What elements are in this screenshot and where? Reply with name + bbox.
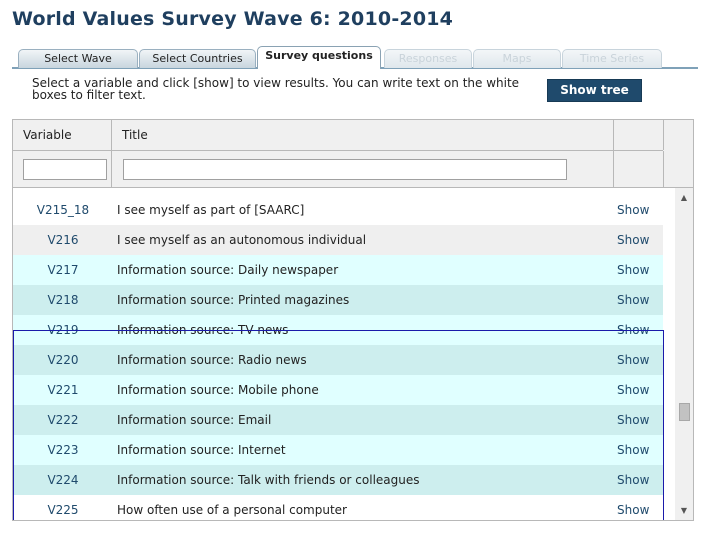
vertical-scrollbar[interactable]: ▲ ▼: [675, 188, 693, 521]
table-row[interactable]: V224 Information source: Talk with frien…: [13, 465, 663, 495]
title-filter-input[interactable]: [123, 159, 567, 180]
row-variable: V216: [13, 225, 113, 255]
show-link[interactable]: Show: [617, 465, 649, 495]
row-title: Information source: Email: [117, 405, 607, 435]
tab-bar: Select Wave Select Countries Survey ques…: [12, 46, 698, 68]
row-variable: V220: [13, 345, 113, 375]
row-variable: V219: [13, 315, 113, 345]
table-row[interactable]: V218 Information source: Printed magazin…: [13, 285, 663, 315]
row-title: I see myself as part of [SAARC]: [117, 195, 607, 225]
tab-maps: Maps: [473, 49, 561, 68]
row-title: I see myself as an autonomous individual: [117, 225, 607, 255]
tab-select-wave[interactable]: Select Wave: [18, 49, 138, 68]
row-title: How often use of a personal computer: [117, 495, 607, 521]
row-variable: V217: [13, 255, 113, 285]
show-link[interactable]: Show: [617, 255, 649, 285]
row-title: Information source: Radio news: [117, 345, 607, 375]
table-row[interactable]: V216 I see myself as an autonomous indiv…: [13, 225, 663, 255]
row-variable: V218: [13, 285, 113, 315]
grid-header: Variable Title: [13, 120, 693, 188]
show-link[interactable]: Show: [617, 225, 649, 255]
variables-grid: Variable Title V215_18 I see myself as p…: [12, 119, 694, 521]
row-title: Information source: Internet: [117, 435, 607, 465]
show-tree-button[interactable]: Show tree: [547, 79, 642, 102]
filter-cell-title: [112, 151, 614, 188]
show-link[interactable]: Show: [617, 405, 649, 435]
tab-survey-questions[interactable]: Survey questions: [257, 46, 381, 69]
scroll-thumb[interactable]: [679, 403, 690, 421]
row-title: Information source: Mobile phone: [117, 375, 607, 405]
row-variable: V222: [13, 405, 113, 435]
row-variable: V224: [13, 465, 113, 495]
show-link[interactable]: Show: [617, 375, 649, 405]
row-variable: V221: [13, 375, 113, 405]
row-title: Information source: Talk with friends or…: [117, 465, 607, 495]
column-header-title[interactable]: Title: [112, 120, 614, 150]
row-title: Information source: Printed magazines: [117, 285, 607, 315]
table-row[interactable]: V225 How often use of a personal compute…: [13, 495, 663, 521]
variable-filter-input[interactable]: [23, 159, 107, 180]
show-link[interactable]: Show: [617, 285, 649, 315]
filter-row: [13, 150, 663, 188]
table-row[interactable]: V220 Information source: Radio news Show: [13, 345, 663, 375]
tab-select-countries[interactable]: Select Countries: [139, 49, 256, 68]
row-variable: V225: [13, 495, 113, 521]
tab-time-series: Time Series: [562, 49, 662, 68]
show-link[interactable]: Show: [617, 315, 649, 345]
tab-responses: Responses: [384, 49, 472, 68]
instructions-text: Select a variable and click [show] to vi…: [32, 77, 542, 101]
show-link[interactable]: Show: [617, 345, 649, 375]
row-title: Information source: TV news: [117, 315, 607, 345]
table-row[interactable]: V215_18 I see myself as part of [SAARC] …: [13, 195, 663, 225]
column-header-action: [614, 120, 664, 150]
scroll-up-arrow-icon[interactable]: ▲: [675, 190, 693, 206]
filter-cell-action: [614, 151, 664, 188]
table-row[interactable]: V223 Information source: Internet Show: [13, 435, 663, 465]
page-title: World Values Survey Wave 6: 2010-2014: [12, 8, 453, 30]
grid-rows: V215_18 I see myself as part of [SAARC] …: [13, 195, 663, 521]
filter-cell-variable: [13, 151, 112, 188]
row-variable: V223: [13, 435, 113, 465]
table-row[interactable]: V222 Information source: Email Show: [13, 405, 663, 435]
show-link[interactable]: Show: [617, 495, 649, 521]
table-row[interactable]: V221 Information source: Mobile phone Sh…: [13, 375, 663, 405]
scroll-down-arrow-icon[interactable]: ▼: [675, 503, 693, 519]
table-row[interactable]: V219 Information source: TV news Show: [13, 315, 663, 345]
show-link[interactable]: Show: [617, 195, 649, 225]
row-variable: V215_18: [13, 195, 113, 225]
row-title: Information source: Daily newspaper: [117, 255, 607, 285]
show-link[interactable]: Show: [617, 435, 649, 465]
column-header-variable[interactable]: Variable: [13, 120, 112, 150]
table-row[interactable]: V217 Information source: Daily newspaper…: [13, 255, 663, 285]
